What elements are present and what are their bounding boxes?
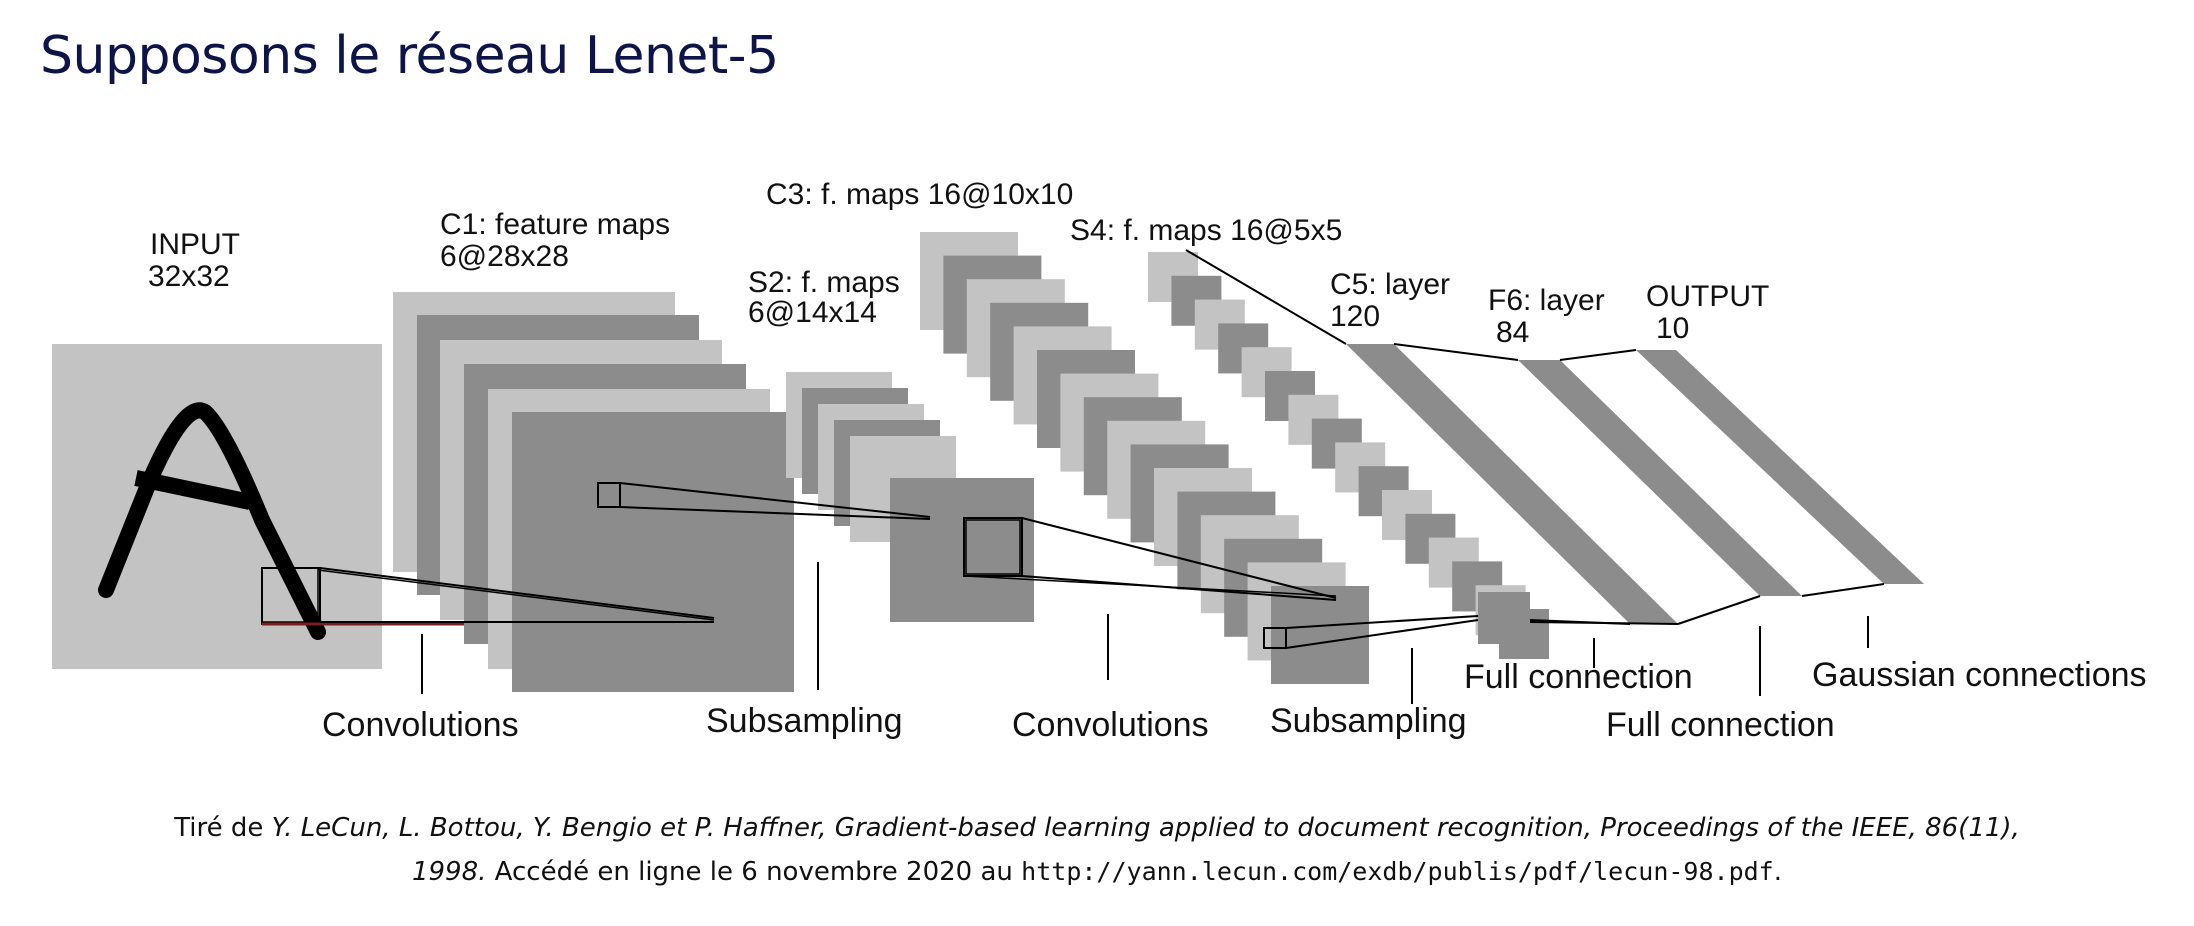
gauss-label: Gaussian connections (1812, 656, 2147, 694)
citation-end: . (1773, 857, 1783, 887)
fc-connection-line (1393, 343, 1519, 361)
conv1-label: Convolutions (322, 706, 519, 744)
citation-line-2: 1998. Accédé en ligne le 6 novembre 2020… (0, 850, 2194, 894)
output-size-label: 10 (1656, 312, 1689, 345)
input-receptive-field-inner (261, 567, 319, 623)
c1-label: C1: feature maps (440, 208, 670, 241)
s4-label: S4: f. maps 16@5x5 (1070, 214, 1342, 247)
s2-map-front (890, 478, 1034, 622)
s2-receptive-field-inner (965, 519, 1021, 575)
c3-layer (920, 232, 1369, 684)
lenet5-diagram: INPUT 32x32 C1: feature maps 6@28x28 S2:… (52, 178, 2147, 744)
s4-to-c5-line (1185, 249, 1347, 345)
sub2-label: Subsampling (1270, 702, 1467, 740)
s4-receptive-field (1263, 627, 1287, 649)
c3-map-front (1271, 586, 1369, 684)
input-label: INPUT (150, 228, 240, 261)
input-image (52, 344, 382, 669)
citation-prefix: Tiré de (174, 813, 272, 843)
fc-connection-line (1559, 349, 1637, 361)
c3-label: C3: f. maps 16@10x10 (766, 178, 1073, 211)
citation-access: Accédé en ligne le 6 novembre 2020 au (486, 857, 1022, 887)
conv2-label: Convolutions (1012, 706, 1209, 744)
citation-url: http://yann.lecun.com/exdb/publis/pdf/le… (1021, 857, 1774, 886)
citation-caption: Tiré de Y. LeCun, L. Bottou, Y. Bengio e… (0, 806, 2194, 894)
input-layer (52, 344, 484, 669)
fc-connection-line (1677, 595, 1761, 625)
f6-size-label: 84 (1496, 316, 1529, 349)
output-label: OUTPUT (1646, 280, 1769, 313)
full2-label: Full connection (1606, 706, 1835, 744)
fc-layers (1185, 249, 1924, 625)
citation-reference: Y. LeCun, L. Bottou, Y. Bengio et P. Haf… (271, 813, 2020, 843)
f6-layer-band (1518, 360, 1802, 596)
fc-connection-line (1529, 621, 1679, 625)
citation-year: 1998. (411, 857, 487, 887)
citation-line-1: Tiré de Y. LeCun, L. Bottou, Y. Bengio e… (0, 806, 2194, 850)
input-glyph-a (98, 402, 326, 640)
operation-ticks (421, 562, 1869, 704)
operation-labels: Convolutions Subsampling Convolutions Su… (322, 656, 2147, 744)
input-size-label: 32x32 (148, 260, 230, 293)
c5-size-label: 120 (1330, 300, 1380, 333)
c5-layer-band (1346, 344, 1678, 624)
c5-input-square (1478, 592, 1530, 644)
c1-size-label: 6@28x28 (440, 240, 569, 273)
fc-connection-line (1801, 583, 1885, 597)
s2-layer (786, 372, 1034, 622)
c1-map-front (512, 412, 794, 692)
sub1-label: Subsampling (706, 702, 903, 740)
slide-title: Supposons le réseau Lenet-5 (40, 26, 779, 86)
s2-receptive-field (963, 517, 1023, 577)
c1-layer (393, 292, 794, 692)
s4-layer (1148, 252, 1549, 659)
s2-size-label: 6@14x14 (748, 296, 877, 329)
full1-label: Full connection (1464, 658, 1693, 696)
input-glyph-a-bar (134, 470, 252, 510)
s2-label: S2: f. maps (748, 266, 900, 299)
c1-pool-field (597, 482, 621, 508)
c5-label: C5: layer (1330, 268, 1450, 301)
layer-labels: INPUT 32x32 C1: feature maps 6@28x28 S2:… (148, 178, 1769, 349)
output-layer-band (1636, 350, 1924, 584)
projection-lines (317, 482, 1479, 649)
f6-label: F6: layer (1488, 284, 1605, 317)
